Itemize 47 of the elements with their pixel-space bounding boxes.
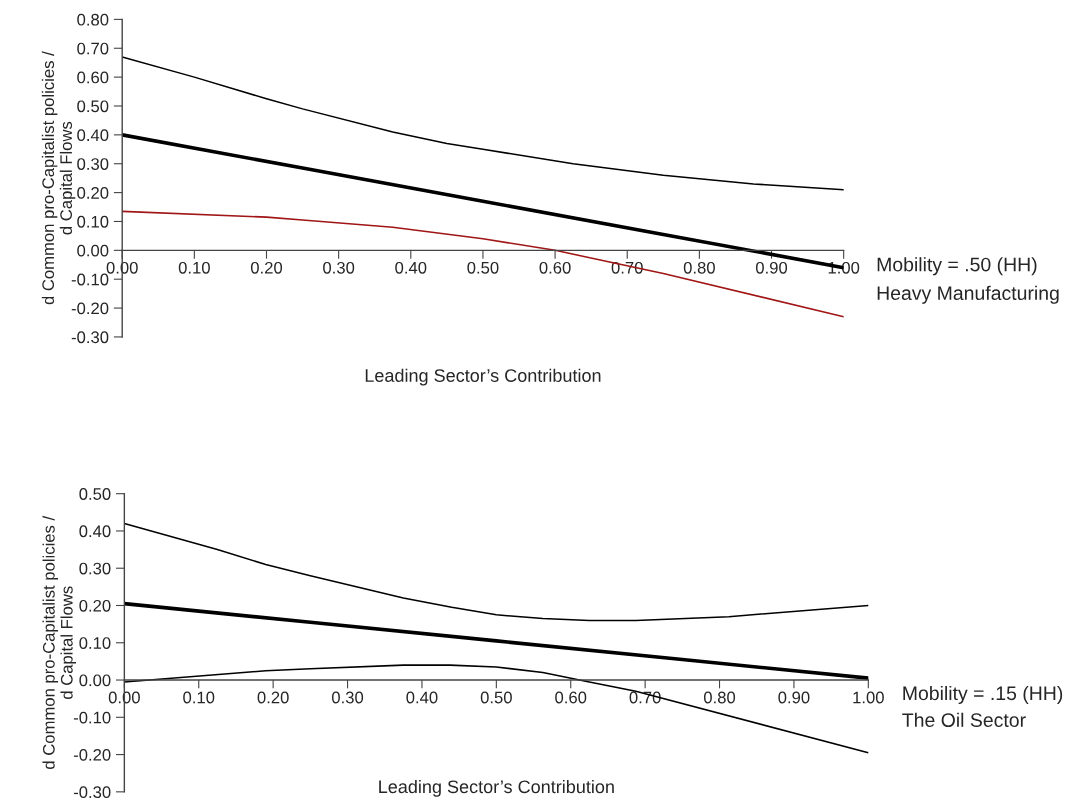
y-tick-label: 0.70 (77, 42, 109, 55)
text: The Oil Sector (902, 712, 1026, 727)
x-tick-label: 0.50 (480, 691, 512, 704)
y-tick-label: 0.40 (77, 129, 109, 142)
y-tick-label: -0.20 (71, 302, 109, 315)
text: Heavy Manufacturing (877, 285, 1059, 304)
y-tick-label: 0.20 (79, 599, 111, 612)
x-tick-label: 0.50 (467, 261, 499, 274)
y-tick-label: -0.10 (73, 711, 111, 724)
x-tick-label: 1.00 (853, 691, 884, 704)
x-tick-label: 0.60 (539, 261, 571, 274)
y-tick-label: 0.60 (77, 71, 109, 84)
y-tick-label: -0.20 (73, 748, 111, 761)
y-tick-label: 0.20 (77, 187, 109, 199)
x-tick-label: 0.20 (250, 261, 283, 274)
y-tick-label: 0.10 (77, 215, 109, 228)
x-tick-label: 0.20 (257, 691, 289, 704)
x-tick-label: 0.10 (183, 691, 215, 704)
y-tick-label: 0.50 (77, 100, 109, 113)
y-tick-label: 0.30 (79, 562, 111, 575)
y-tick-label: 0.10 (79, 637, 111, 649)
y-tick-label: -0.30 (73, 786, 111, 799)
y-tick-label: -0.10 (71, 273, 109, 286)
x-tick-label: 0.70 (629, 691, 661, 704)
x-axis-title: Leading Sector’s Contribution (379, 779, 614, 797)
y-tick-label: 0.00 (79, 674, 111, 687)
x-tick-label: 0.40 (406, 691, 438, 704)
x-tick-label: 0.90 (778, 691, 810, 704)
x-tick-label: 0.10 (178, 261, 210, 274)
y-tick-label: 0.00 (77, 244, 109, 257)
x-tick-label: 0.40 (395, 261, 427, 274)
x-tick-label: 0.80 (703, 691, 736, 704)
x-tick-label: 0.90 (755, 261, 788, 274)
x-tick-label: 0.30 (331, 691, 364, 704)
y-tick-label: -0.30 (71, 331, 109, 344)
x-tick-label: 0.60 (555, 691, 587, 704)
y-tick-label: 0.80 (77, 13, 109, 26)
line-series (122, 56, 844, 191)
text: Mobility = .15 (HH) (903, 685, 1063, 704)
y-tick-label: 0.50 (79, 488, 111, 500)
x-axis-title: Leading Sector’s Contribution (365, 368, 601, 386)
line-series (124, 522, 869, 622)
y-tick-label: 0.30 (77, 158, 109, 170)
text: Mobility = .50 (HH) (877, 257, 1037, 276)
y-tick-label: 0.40 (79, 525, 111, 538)
x-tick-label: 0.30 (323, 261, 355, 274)
x-tick-label: 0.80 (683, 261, 715, 274)
